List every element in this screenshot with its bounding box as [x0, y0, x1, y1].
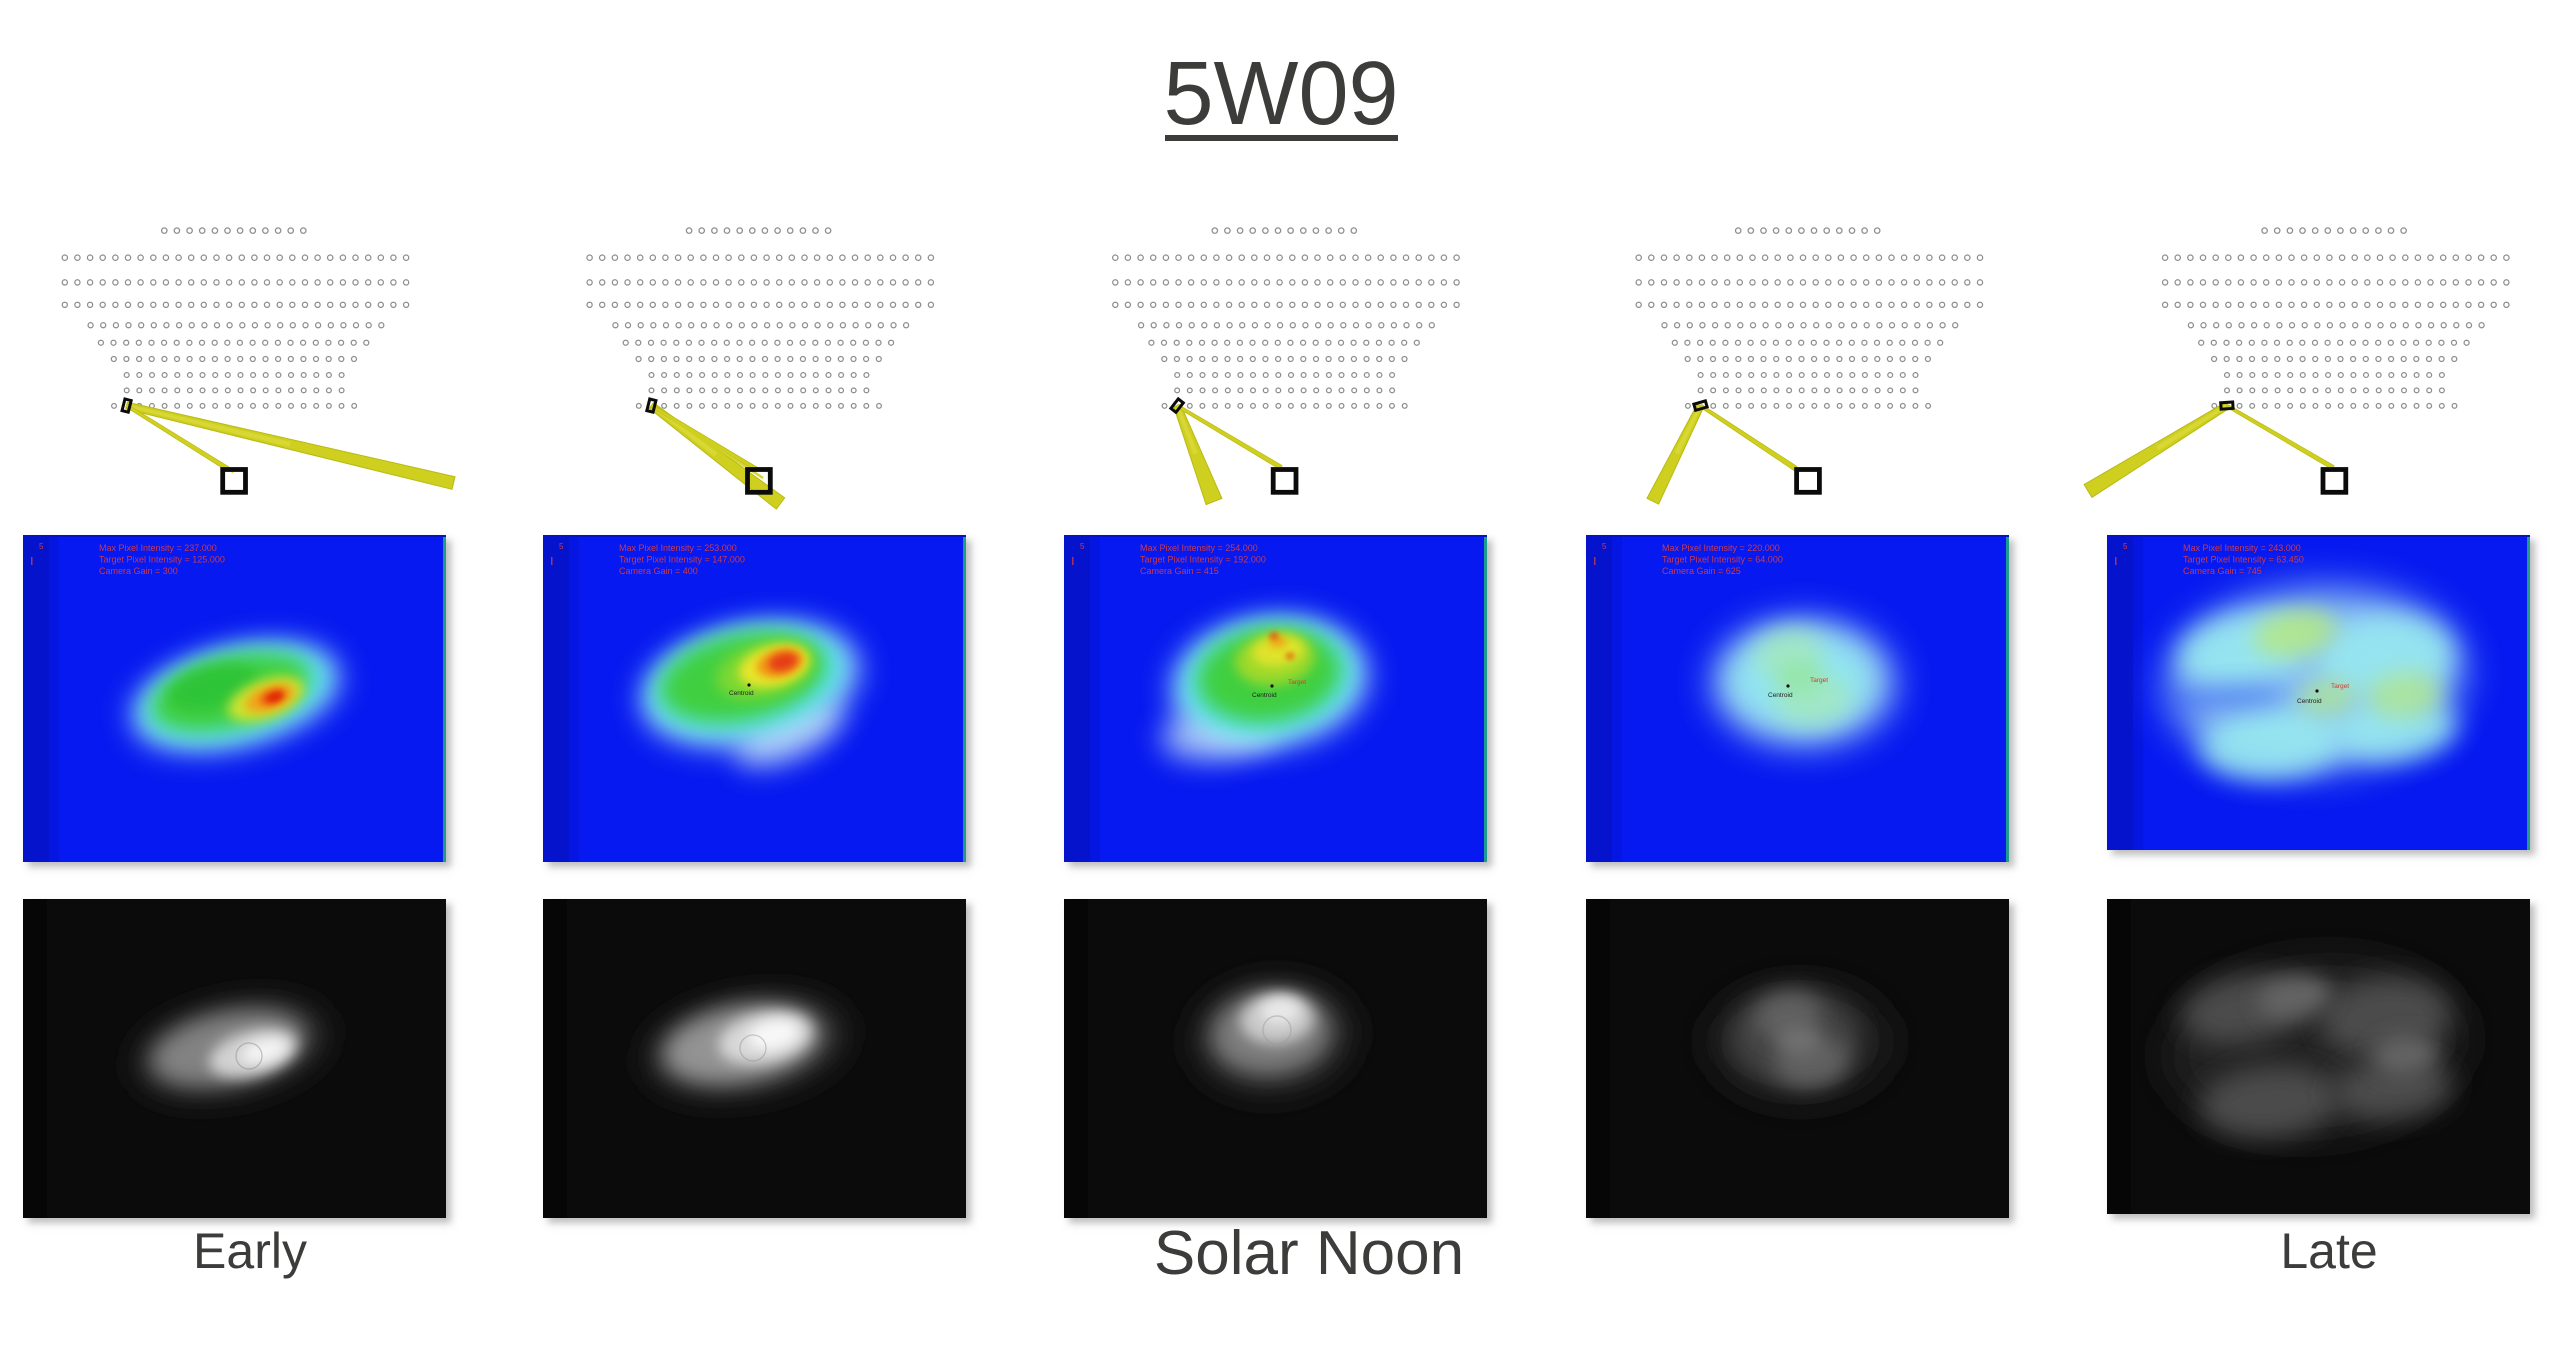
svg-text:Target: Target [1810, 677, 1828, 684]
svg-text:Max Pixel Intensity = 243.000: Max Pixel Intensity = 243.000 [2183, 543, 2301, 553]
svg-text:Target Pixel Intensity = 64.00: Target Pixel Intensity = 64.000 [1662, 555, 1783, 565]
svg-text:Centroid: Centroid [729, 690, 754, 697]
svg-text:Camera Gain = 300: Camera Gain = 300 [99, 566, 178, 576]
svg-text:5: 5 [1602, 542, 1607, 551]
svg-text:5: 5 [559, 542, 564, 551]
svg-text:Centroid: Centroid [1768, 692, 1793, 699]
svg-text:Target: Target [1288, 679, 1306, 686]
svg-text:5: 5 [2123, 542, 2128, 551]
svg-text:5: 5 [39, 542, 44, 551]
svg-text:5: 5 [1080, 542, 1085, 551]
svg-text:Target Pixel Intensity = 63.45: Target Pixel Intensity = 63.450 [2183, 555, 2304, 565]
svg-text:Max Pixel Intensity = 254.000: Max Pixel Intensity = 254.000 [1140, 543, 1258, 553]
svg-text:Centroid: Centroid [1252, 692, 1277, 699]
svg-text:Camera Gain = 625: Camera Gain = 625 [1662, 566, 1741, 576]
svg-text:Target Pixel Intensity = 125.0: Target Pixel Intensity = 125.000 [99, 555, 225, 565]
svg-text:Max Pixel Intensity = 220.000: Max Pixel Intensity = 220.000 [1662, 543, 1780, 553]
svg-text:Max Pixel Intensity = 253.000: Max Pixel Intensity = 253.000 [619, 543, 737, 553]
svg-text:Camera Gain = 400: Camera Gain = 400 [619, 566, 698, 576]
svg-text:Max Pixel Intensity = 237.000: Max Pixel Intensity = 237.000 [99, 543, 217, 553]
svg-text:Centroid: Centroid [2297, 698, 2322, 705]
svg-text:Target Pixel Intensity = 192.0: Target Pixel Intensity = 192.000 [1140, 555, 1266, 565]
svg-text:Target Pixel Intensity = 147.0: Target Pixel Intensity = 147.000 [619, 555, 745, 565]
svg-text:Target: Target [2331, 683, 2349, 690]
svg-text:Camera Gain = 415: Camera Gain = 415 [1140, 566, 1219, 576]
svg-text:Camera Gain = 745: Camera Gain = 745 [2183, 566, 2262, 576]
